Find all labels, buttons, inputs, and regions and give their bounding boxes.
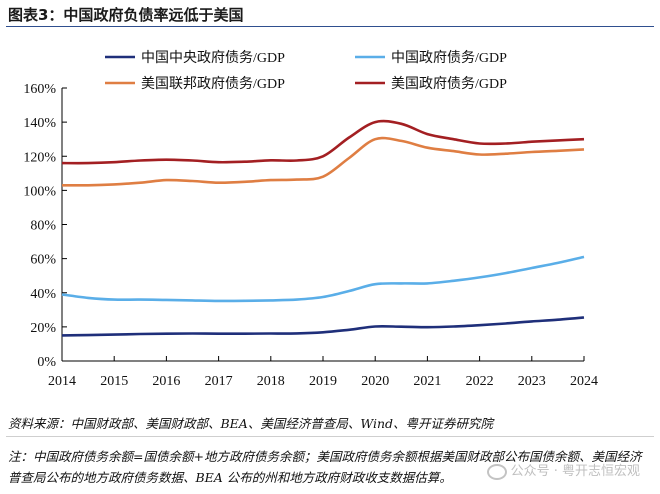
series-line-3: [61, 136, 585, 187]
x-tick-label: 2015: [100, 374, 128, 389]
legend-label-2: 中国政府债务/GDP: [391, 50, 507, 66]
title-divider: [6, 26, 654, 27]
series-line-1: [61, 316, 585, 337]
x-tick-label: 2020: [361, 374, 389, 389]
y-tick-label: 100%: [23, 184, 56, 199]
x-tick-label: 2022: [466, 374, 494, 389]
series-line-4: [61, 119, 585, 165]
watermark: 公众号 · 粤开志恒宏观: [486, 460, 640, 480]
y-tick-label: 20%: [30, 321, 56, 336]
source-text: 资料来源：中国财政部、美国财政部、BEA、美国经济普查局、Wind、粤开证券研究…: [8, 416, 494, 431]
x-tick-label: 2023: [518, 374, 546, 389]
chart-legend: 中国中央政府债务/GDP 中国政府债务/GDP 美国联邦政府债务/GDP 美国政府债务…: [105, 50, 507, 92]
legend-label-3: 美国联邦政府债务/GDP: [141, 76, 285, 92]
series-line-2: [61, 255, 585, 303]
y-tick-label: 160%: [23, 82, 56, 97]
page-title: 图表3：中国政府负债率远低于美国: [8, 6, 244, 24]
legend-label-4: 美国政府债务/GDP: [391, 76, 507, 92]
y-tick-label: 80%: [30, 219, 56, 234]
chart-series: [61, 119, 585, 337]
y-tick-label: 120%: [23, 150, 56, 165]
x-tick-label: 2017: [205, 374, 233, 389]
x-tick-label: 2024: [570, 374, 598, 389]
legend-label-1: 中国中央政府债务/GDP: [141, 50, 285, 66]
x-tick-label: 2021: [413, 374, 441, 389]
x-tick-label: 2014: [48, 374, 76, 389]
y-tick-label: 40%: [30, 287, 56, 302]
line-chart: 0% 20% 40% 60% 80% 100% 120% 140% 160% 2014 2015 20…: [23, 50, 598, 389]
x-tick-label: 2019: [309, 374, 337, 389]
y-tick-label: 60%: [30, 253, 56, 268]
y-tick-label: 0%: [37, 355, 56, 370]
x-tick-label: 2016: [152, 374, 180, 389]
wechat-icon: [486, 463, 507, 480]
watermark-text: 公众号 · 粤开志恒宏观: [510, 464, 640, 479]
chart-axes: 0% 20% 40% 60% 80% 100% 120% 140% 160% 2014 2015 20…: [23, 82, 598, 389]
footer-divider: [6, 436, 654, 437]
note-text: 注：中国政府债务余额=国债余额+地方政府债务余额；美国政府债务余额根据美国财政部…: [8, 449, 642, 485]
x-tick-label: 2018: [257, 374, 285, 389]
y-tick-label: 140%: [23, 116, 56, 131]
